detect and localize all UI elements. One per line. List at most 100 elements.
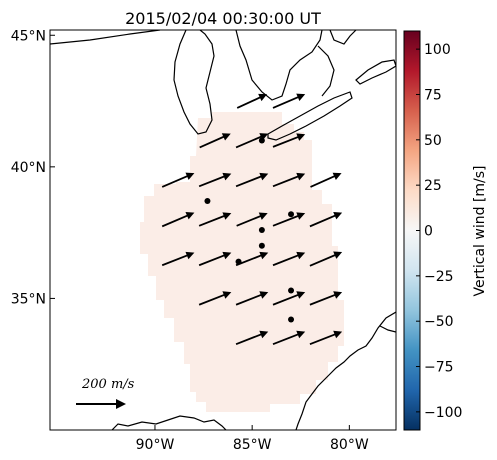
wind-vector-head bbox=[296, 93, 306, 101]
wind-vector bbox=[272, 172, 306, 188]
wind-vector-shaft bbox=[310, 173, 339, 188]
wind-vector-shaft bbox=[272, 213, 302, 227]
wind-vector-head bbox=[222, 251, 232, 260]
wind-vector-shaft bbox=[235, 134, 265, 149]
wind-vector-head bbox=[296, 133, 306, 141]
lat-tick-label: 45°N bbox=[11, 28, 46, 44]
wind-vector-head bbox=[332, 172, 342, 181]
colorbar-ticks: 100 75 50 25 0 −25 −50 −75 −100 bbox=[416, 42, 462, 421]
wind-vector-head bbox=[296, 212, 306, 220]
wind-vector bbox=[198, 251, 232, 267]
wind-vector-shaft bbox=[272, 174, 302, 188]
wind-vector bbox=[235, 291, 269, 306]
station-marker bbox=[258, 137, 265, 144]
wind-vector bbox=[272, 133, 306, 148]
northeast-shoreline bbox=[329, 30, 357, 45]
wind-vector-head bbox=[333, 330, 343, 339]
wind-vector bbox=[235, 133, 269, 149]
lat-tick-label: 40°N bbox=[11, 160, 46, 176]
colorbar-tick-label: 100 bbox=[424, 42, 451, 58]
wind-vector-shaft bbox=[272, 94, 302, 109]
wind-vector-shaft bbox=[161, 253, 191, 267]
wind-vector-shaft bbox=[235, 292, 265, 306]
wind-vector bbox=[272, 93, 306, 109]
wind-vector-shaft bbox=[272, 253, 302, 267]
latitude-ticks: 45°N 40°N 35°N bbox=[11, 28, 55, 307]
colorbar-tick-label: 75 bbox=[424, 87, 442, 103]
wind-vector bbox=[310, 172, 342, 188]
wind-vector-head bbox=[259, 291, 269, 299]
wind-vector-head bbox=[258, 212, 268, 220]
lake-ontario-outline bbox=[355, 59, 396, 85]
wind-vector-head bbox=[221, 133, 231, 141]
wind-vector-head bbox=[185, 172, 195, 180]
scale-reference: 200 m/s bbox=[76, 377, 135, 409]
gulf-coastline bbox=[111, 415, 227, 430]
wind-vector-head bbox=[259, 172, 269, 181]
station-marker bbox=[258, 242, 265, 249]
wind-vector-head bbox=[296, 251, 306, 260]
station-marker bbox=[288, 287, 295, 294]
wind-vector-shaft bbox=[161, 173, 192, 188]
wind-vector-shaft bbox=[309, 252, 339, 267]
wind-vector bbox=[235, 172, 269, 188]
map-title: 2015/02/04 00:30:00 UT bbox=[125, 9, 321, 28]
wind-vector-shaft bbox=[272, 292, 302, 306]
wind-vector bbox=[309, 291, 343, 306]
wind-vector bbox=[309, 330, 343, 346]
wind-vector bbox=[272, 212, 306, 227]
wind-vector-head bbox=[296, 330, 306, 339]
wind-vector-shaft bbox=[198, 292, 228, 306]
map-frame bbox=[49, 29, 397, 431]
wind-vector-head bbox=[185, 251, 195, 260]
wind-vector-head bbox=[222, 172, 232, 181]
wind-vector-shaft bbox=[198, 253, 228, 267]
georgian-bay-outline bbox=[317, 45, 335, 97]
colorbar-label: Vertical wind [m/s] bbox=[472, 166, 488, 297]
wind-vector-shaft bbox=[161, 213, 192, 228]
wind-vector-head bbox=[222, 212, 232, 220]
station-marker bbox=[235, 258, 242, 265]
station-marker bbox=[288, 316, 295, 323]
lake-erie-outline bbox=[267, 91, 353, 141]
wind-vector-head bbox=[259, 330, 269, 339]
stations bbox=[204, 137, 295, 323]
upper-peninsula-outline bbox=[50, 30, 161, 45]
station-marker bbox=[288, 211, 295, 218]
wind-vector bbox=[236, 93, 268, 109]
lon-tick-label: 85°W bbox=[233, 437, 272, 453]
colorbar-tick-label: −50 bbox=[424, 314, 454, 330]
wind-vector-shaft bbox=[272, 332, 302, 346]
wind-vector-head bbox=[185, 212, 195, 220]
wind-vector-shaft bbox=[272, 134, 302, 148]
wind-vector bbox=[161, 172, 195, 188]
colorbar-tick-label: 50 bbox=[424, 133, 442, 149]
wind-vector-head bbox=[222, 291, 232, 299]
wind-vector-head bbox=[258, 93, 268, 102]
colorbar-tick-label: −25 bbox=[424, 269, 454, 285]
wind-vector-shaft bbox=[236, 213, 265, 227]
scale-label: 200 m/s bbox=[81, 377, 135, 392]
lon-tick-label: 80°W bbox=[330, 437, 369, 453]
station-marker bbox=[258, 227, 265, 233]
wind-vectors bbox=[161, 93, 343, 346]
coastlines bbox=[50, 30, 396, 430]
wind-vector-shaft bbox=[199, 134, 228, 149]
map-area: 200 m/s bbox=[50, 30, 396, 430]
lake-michigan-outline bbox=[173, 30, 215, 135]
longitude-ticks: 90°W 85°W 80°W bbox=[136, 425, 369, 453]
wind-vector-head bbox=[259, 251, 269, 260]
wind-vector bbox=[272, 330, 306, 346]
wind-vector-head bbox=[333, 251, 343, 259]
colorbar-tick-label: −100 bbox=[424, 405, 462, 421]
wind-vector-shaft bbox=[235, 174, 265, 188]
wind-vector-shaft bbox=[235, 332, 265, 346]
wind-vector-shaft bbox=[309, 332, 339, 346]
station-marker bbox=[204, 198, 211, 205]
wind-vector bbox=[199, 133, 231, 149]
wind-vector-shaft bbox=[198, 174, 228, 188]
wind-vector bbox=[198, 291, 232, 306]
wind-vector-head bbox=[333, 291, 343, 299]
scale-arrow-head bbox=[116, 399, 126, 409]
wind-vector bbox=[309, 212, 343, 228]
